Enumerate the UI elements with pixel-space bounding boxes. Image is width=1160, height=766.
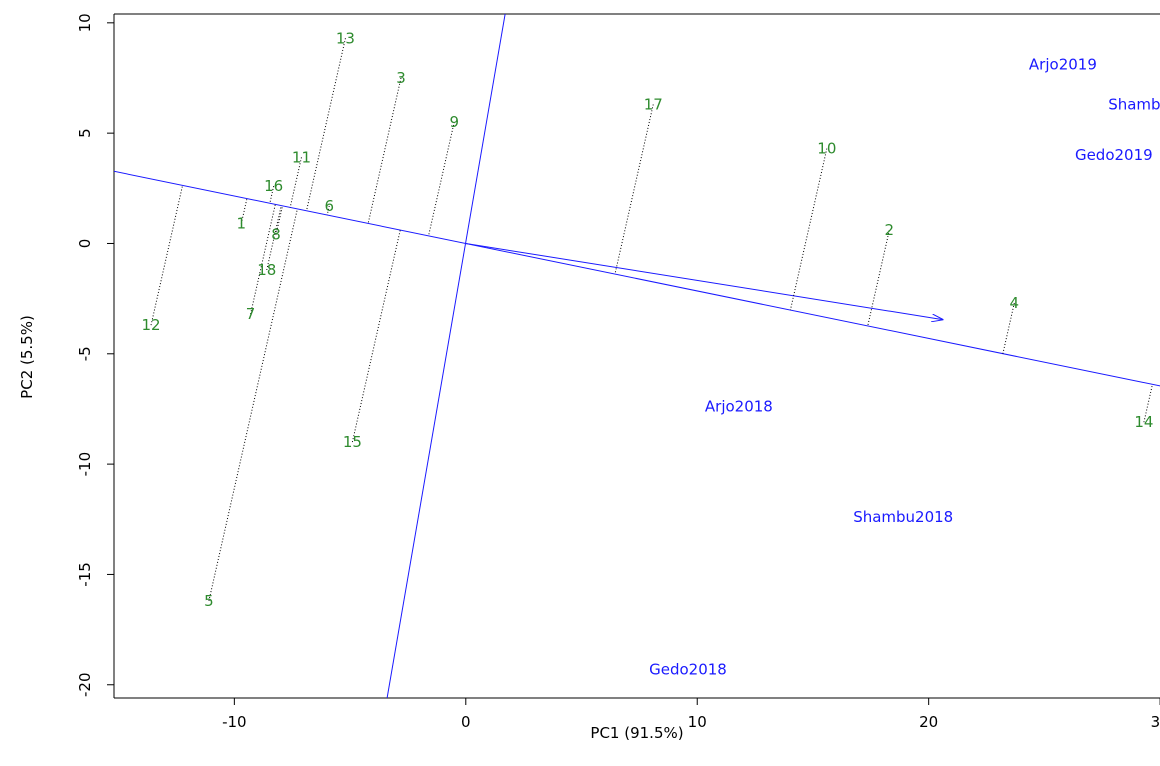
y-tick-label: 10 — [76, 13, 94, 32]
ati-ordinate-line — [386, 14, 506, 698]
genotype-label-7: 7 — [246, 305, 256, 323]
ati-axis-line — [114, 170, 1160, 387]
genotype-label-2: 2 — [885, 221, 895, 239]
genotype-label-18: 18 — [257, 261, 276, 279]
projection-line-14 — [1143, 384, 1153, 423]
environment-label-shambu2018: Shambu2018 — [853, 508, 953, 526]
projection-line-2 — [867, 230, 890, 327]
genotype-label-12: 12 — [141, 316, 160, 334]
genotype-label-8: 8 — [271, 226, 281, 244]
environment-label-gedo2018: Gedo2018 — [649, 660, 727, 678]
projection-line-18 — [266, 205, 282, 271]
x-tick-label: 10 — [688, 713, 707, 731]
genotype-label-3: 3 — [396, 69, 406, 87]
x-tick-label: 0 — [461, 713, 471, 731]
environment-label-arjo2018: Arjo2018 — [705, 398, 773, 416]
y-tick-label: 5 — [76, 128, 94, 138]
genotype-label-11: 11 — [292, 148, 311, 166]
x-tick-label: -10 — [222, 713, 247, 731]
x-tick-label: 30 — [1151, 713, 1160, 731]
environment-labels: Arjo2019 Shambu2 Gedo2019 Arjo2018 Shambu201… — [649, 56, 1160, 679]
y-tick-label: -20 — [76, 673, 94, 698]
projection-line-7 — [250, 204, 276, 315]
environment-label-gedo2019: Gedo2019 — [1075, 146, 1153, 164]
genotype-label-5: 5 — [204, 592, 214, 610]
projection-line-8 — [275, 205, 283, 235]
environment-label-arjo2019: Arjo2019 — [1029, 56, 1097, 74]
genotype-label-6: 6 — [324, 197, 334, 215]
ati-arrow — [465, 242, 943, 319]
projection-line-3 — [367, 77, 402, 224]
projection-line-15 — [351, 229, 401, 443]
projection-line-11 — [289, 157, 302, 208]
genotype-label-15: 15 — [343, 433, 362, 451]
genotype-label-1: 1 — [237, 215, 247, 233]
projection-line-1 — [240, 198, 248, 224]
y-tick-label: -10 — [76, 452, 94, 477]
genotype-label-10: 10 — [817, 140, 836, 158]
y-tick-label: -15 — [76, 562, 94, 587]
y-tick-label: -5 — [76, 346, 94, 361]
ati-axis-lines — [114, 14, 1160, 698]
projection-line-10 — [789, 148, 828, 311]
environment-label-shambu2: Shambu2 — [1108, 95, 1160, 113]
genotype-label-4: 4 — [1010, 294, 1020, 312]
projection-line-12 — [150, 185, 184, 326]
genotype-label-13: 13 — [336, 29, 355, 47]
projection-lines — [150, 38, 1153, 602]
genotype-label-9: 9 — [449, 113, 459, 131]
x-axis-title: PC1 (91.5%) — [590, 724, 683, 742]
genotype-label-16: 16 — [264, 177, 283, 195]
genotype-label-17: 17 — [644, 95, 663, 113]
projection-line-13 — [306, 38, 346, 211]
projection-line-9 — [428, 122, 455, 236]
axes: -10 0 10 20 30 -20 -15 -10 -5 0 5 10 — [76, 13, 1160, 731]
x-tick-label: 20 — [919, 713, 938, 731]
projection-line-17 — [614, 104, 654, 275]
projection-line-5 — [208, 208, 298, 602]
y-axis-title: PC2 (5.5%) — [18, 315, 36, 399]
genotype-label-14: 14 — [1134, 413, 1153, 431]
y-tick-label: 0 — [76, 239, 94, 249]
